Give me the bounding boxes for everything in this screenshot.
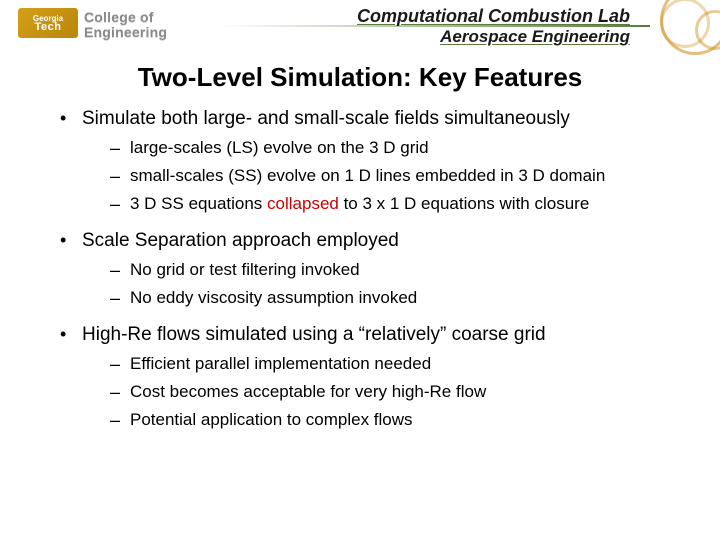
bullet-text: High-Re flows simulated using a “relativ…	[82, 324, 546, 345]
sub-text: No grid or test filtering invoked	[130, 260, 360, 279]
sub-text: 3 D SS equations	[130, 194, 267, 213]
gt-logo: Georgia Tech	[18, 8, 78, 38]
lab-line2: Aerospace Engineering	[357, 27, 630, 47]
logo-area: Georgia Tech College of Engineering	[0, 0, 167, 40]
sub-text-post: to 3 x 1 D equations with closure	[339, 194, 589, 213]
sub-list: large-scales (LS) evolve on the 3 D grid…	[110, 137, 680, 215]
bullet-text: Simulate both large- and small-scale fie…	[82, 108, 570, 129]
sub-item: Potential application to complex flows	[110, 409, 680, 431]
slide-header: Georgia Tech College of Engineering Comp…	[0, 0, 720, 56]
sub-item: large-scales (LS) evolve on the 3 D grid	[110, 137, 680, 159]
sub-item: Efficient parallel implementation needed	[110, 353, 680, 375]
sub-item: Cost becomes acceptable for very high-Re…	[110, 381, 680, 403]
sub-item: small-scales (SS) evolve on 1 D lines em…	[110, 165, 680, 187]
sub-item: No grid or test filtering invoked	[110, 259, 680, 281]
college-line1: College of	[84, 10, 167, 25]
lab-line1: Computational Combustion Lab	[357, 6, 630, 27]
sub-list: No grid or test filtering invoked No eddy…	[110, 259, 680, 309]
sub-text: large-scales (LS) evolve on the 3 D grid	[130, 138, 429, 157]
sub-item: 3 D SS equations collapsed to 3 x 1 D eq…	[110, 193, 680, 215]
bullet-list: Simulate both large- and small-scale fie…	[60, 107, 680, 431]
college-name: College of Engineering	[84, 8, 167, 40]
slide-title: Two-Level Simulation: Key Features	[0, 62, 720, 93]
sub-text: No eddy viscosity assumption invoked	[130, 288, 417, 307]
sub-list: Efficient parallel implementation needed…	[110, 353, 680, 431]
sub-text: Efficient parallel implementation needed	[130, 354, 431, 373]
sub-text-emphasis: collapsed	[267, 194, 339, 213]
lab-name: Computational Combustion Lab Aerospace E…	[357, 6, 630, 47]
bullet-item: Simulate both large- and small-scale fie…	[60, 107, 680, 215]
sub-text: Cost becomes acceptable for very high-Re…	[130, 382, 486, 401]
sub-item: No eddy viscosity assumption invoked	[110, 287, 680, 309]
bullet-text: Scale Separation approach employed	[82, 230, 399, 251]
sub-text: Potential application to complex flows	[130, 410, 413, 429]
bullet-item: High-Re flows simulated using a “relativ…	[60, 323, 680, 431]
corner-rings-icon	[630, 0, 720, 60]
logo-text-bottom: Tech	[35, 23, 62, 32]
bullet-item: Scale Separation approach employed No gri…	[60, 229, 680, 309]
college-line2: Engineering	[84, 25, 167, 40]
slide-content: Simulate both large- and small-scale fie…	[0, 107, 720, 431]
sub-text: small-scales (SS) evolve on 1 D lines em…	[130, 166, 605, 185]
